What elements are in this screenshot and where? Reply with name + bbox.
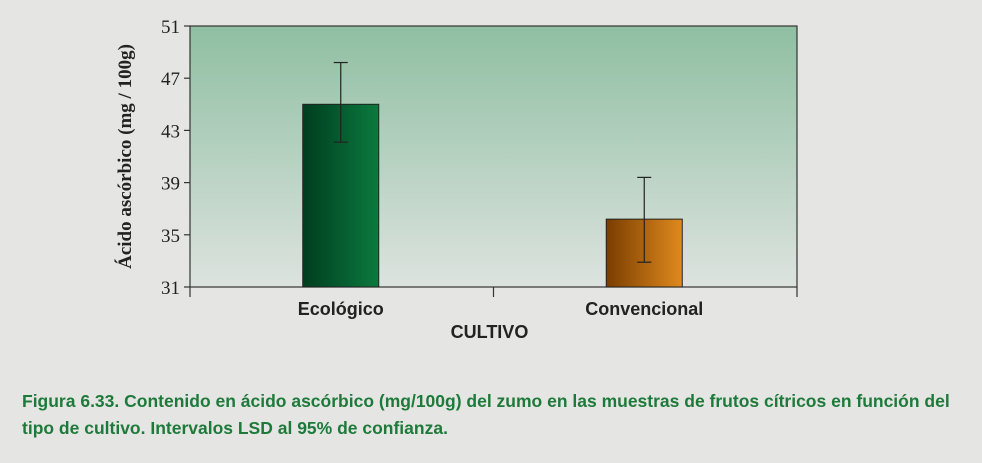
x-category-label: Ecológico (298, 299, 384, 319)
y-tick-label: 51 (161, 17, 180, 38)
y-axis: 31 35 39 43 47 51 (161, 17, 190, 299)
y-tick-label: 31 (161, 278, 180, 299)
plot-area (189, 25, 798, 288)
x-axis: Ecológico Convencional (189, 287, 798, 319)
y-tick-label: 39 (161, 174, 180, 195)
error-bar (333, 61, 348, 143)
error-bar (637, 176, 652, 263)
y-axis-title: Ácido ascórbico (mg / 100g) (114, 44, 136, 269)
x-axis-title: CULTIVO (451, 322, 529, 342)
y-tick-label: 35 (161, 226, 180, 247)
bars (302, 61, 683, 288)
y-tick-label: 43 (161, 121, 180, 142)
bar-chart: 31 35 39 43 47 51 Ecológico Convencional Ácido… (114, 17, 798, 342)
x-category-label: Convencional (585, 299, 703, 319)
y-tick-label: 47 (161, 69, 180, 90)
figure-caption: Figura 6.33. Contenido en ácido ascórbic… (22, 391, 950, 438)
